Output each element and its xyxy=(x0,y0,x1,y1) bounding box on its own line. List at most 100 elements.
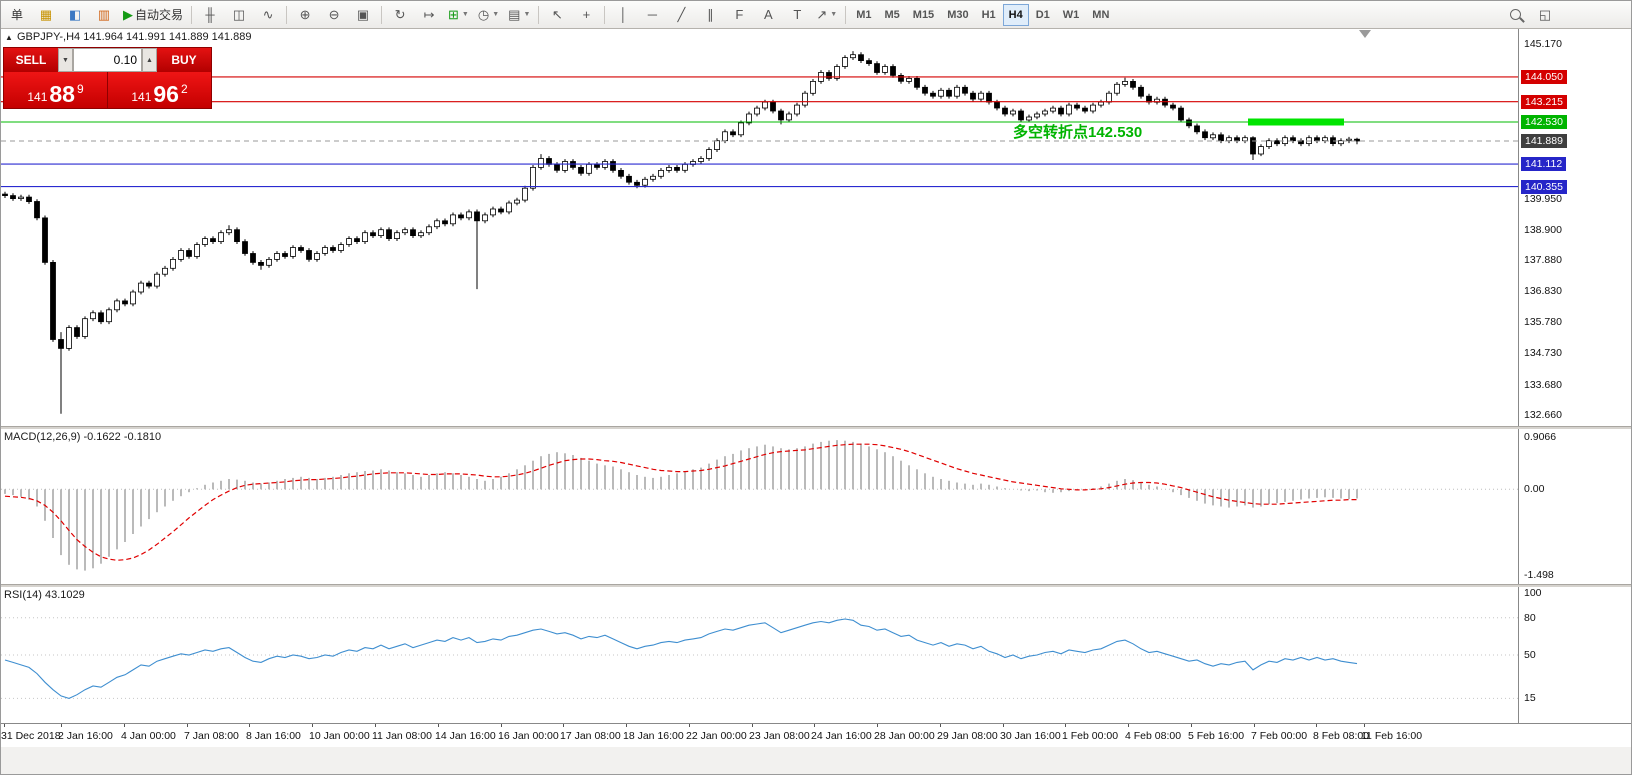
candlestick-chart-icon[interactable]: ◫ xyxy=(225,3,253,27)
trendline-icon[interactable]: ╱ xyxy=(667,3,695,27)
channel-icon[interactable]: ∥ xyxy=(696,3,724,27)
autotrading-button-glyph: ▶ xyxy=(123,7,133,22)
timeframe-m5-button[interactable]: M5 xyxy=(884,8,900,21)
bid-pip-digit: 9 xyxy=(76,82,84,96)
horizontal-line-icon[interactable]: ─ xyxy=(638,3,666,27)
new-chart-icon[interactable]: ▦ xyxy=(32,3,60,27)
text-label-icon-glyph: T xyxy=(793,7,802,22)
one-click-collapse-icon[interactable]: ▲ xyxy=(5,33,13,42)
time-axis-label: 18 Jan 16:00 xyxy=(623,730,684,742)
zoom-in-icon[interactable]: ⊕ xyxy=(291,3,319,27)
lot-decrease-button[interactable]: ▼ xyxy=(58,48,73,72)
line-chart-icon-glyph: ∿ xyxy=(262,7,274,22)
indicator-axis-label: -1.498 xyxy=(1524,569,1554,582)
arrows-icon[interactable]: ↗ ▼ xyxy=(812,3,841,27)
indicator-axis-label: 15 xyxy=(1524,692,1536,705)
time-axis-label: 7 Feb 00:00 xyxy=(1251,730,1308,742)
fibonacci-icon-glyph: F xyxy=(735,7,744,22)
time-axis-tick xyxy=(1191,724,1192,727)
sell-button[interactable]: SELL xyxy=(4,48,58,72)
time-axis-label: 5 Feb 16:00 xyxy=(1188,730,1245,742)
new-window-icon[interactable]: ◱ xyxy=(1531,3,1559,27)
candlestick-chart[interactable]: 多空转折点142.530 xyxy=(1,29,1518,426)
time-axis-tick xyxy=(312,724,313,727)
time-axis-label: 30 Jan 16:00 xyxy=(1000,730,1061,742)
timeframe-m15-button[interactable]: M15 xyxy=(912,8,935,21)
market-watch-icon-glyph: ▥ xyxy=(97,7,111,22)
time-axis-tick xyxy=(4,724,5,727)
time-axis-label: 7 Jan 08:00 xyxy=(184,730,239,742)
time-axis-label: 14 Jan 16:00 xyxy=(435,730,496,742)
macd-label: MACD(12,26,9) -0.1622 -0.1810 xyxy=(4,431,162,443)
ask-pip-digit: 2 xyxy=(180,82,188,96)
macd-chart[interactable] xyxy=(1,429,1518,584)
rsi-axis[interactable]: 100 80 50 15 xyxy=(1518,587,1631,723)
candlestick-chart-icon-glyph: ◫ xyxy=(232,7,246,22)
timeframe-d1-button[interactable]: D1 xyxy=(1035,8,1050,21)
market-watch-icon[interactable]: ▥ xyxy=(90,3,118,27)
timeframe-h1-button[interactable]: H1 xyxy=(981,8,996,21)
time-axis-label: 22 Jan 00:00 xyxy=(686,730,747,742)
fibonacci-icon[interactable]: F xyxy=(725,3,753,27)
search-icon[interactable] xyxy=(1501,3,1529,27)
autotrading-button[interactable]: ▶ 自动交易 xyxy=(119,3,187,27)
indicators-icon[interactable]: ⊞ ▼ xyxy=(444,3,473,27)
bar-chart-icon[interactable]: ╫ xyxy=(196,3,224,27)
indicator-axis-label: 50 xyxy=(1524,649,1536,661)
pane-separator[interactable] xyxy=(1,426,1631,429)
macd-pane[interactable]: MACD(12,26,9) -0.1622 -0.1810 xyxy=(1,429,1518,584)
timeframe-m1-button[interactable]: M1 xyxy=(856,8,872,21)
rsi-pane[interactable]: RSI(14) 43.1029 xyxy=(1,587,1518,723)
price-level-tag: 141.889 xyxy=(1521,134,1567,149)
tile-windows-icon[interactable]: ▣ xyxy=(349,3,377,27)
time-axis-tick xyxy=(501,724,502,727)
new-order-button[interactable]: 单 xyxy=(3,3,31,27)
trendline-icon-glyph: ╱ xyxy=(677,7,686,22)
chart-shift-icon[interactable]: ↦ xyxy=(415,3,443,27)
indicator-axis-label: 0.9066 xyxy=(1524,431,1557,444)
toolbar-separator xyxy=(845,5,847,24)
auto-scroll-icon[interactable]: ↻ xyxy=(386,3,414,27)
profiles-icon[interactable]: ◧ xyxy=(61,3,89,27)
price-level-tag: 140.355 xyxy=(1521,179,1567,194)
lot-size-input[interactable] xyxy=(73,48,142,72)
rsi-chart[interactable] xyxy=(1,587,1518,723)
time-axis-label: 16 Jan 00:00 xyxy=(498,730,559,742)
time-axis-tick xyxy=(752,724,753,727)
price-axis-label: 138.900 xyxy=(1524,223,1562,236)
templates-icon-glyph: ▤ xyxy=(508,7,521,22)
timeframe-w1-button[interactable]: W1 xyxy=(1062,8,1080,21)
vertical-line-icon[interactable]: │ xyxy=(609,3,637,27)
crosshair-icon[interactable]: + xyxy=(572,3,600,27)
buy-button[interactable]: BUY xyxy=(157,48,211,72)
price-axis-label: 134.730 xyxy=(1524,347,1562,360)
text-label-icon[interactable]: T xyxy=(783,3,811,27)
price-level-tag: 143.215 xyxy=(1521,94,1567,109)
crosshair-icon-glyph: + xyxy=(582,7,591,22)
dropdown-arrow-icon: ▼ xyxy=(461,11,469,18)
time-axis[interactable]: 31 Dec 2018 2 Jan 16:00 4 Jan 00:00 7 Jan 0… xyxy=(1,723,1631,747)
cursor-icon-glyph: ↖ xyxy=(551,7,563,22)
lot-increase-button[interactable]: ▲ xyxy=(142,48,157,72)
time-axis-label: 4 Jan 00:00 xyxy=(121,730,176,742)
zoom-out-icon[interactable]: ⊖ xyxy=(320,3,348,27)
price-axis-label: 136.830 xyxy=(1524,285,1562,298)
line-chart-icon[interactable]: ∿ xyxy=(254,3,282,27)
sell-price-button[interactable]: 141 88 9 xyxy=(4,72,107,108)
cursor-icon[interactable]: ↖ xyxy=(543,3,571,27)
periods-icon-glyph: ◷ xyxy=(477,7,490,22)
timeframe-mn-button[interactable]: MN xyxy=(1092,8,1110,21)
buy-price-button[interactable]: 141 96 2 xyxy=(108,72,211,108)
price-axis[interactable]: 145.170 139.950 138.900 137.880 136.830 135.7… xyxy=(1518,29,1631,426)
text-icon[interactable]: A xyxy=(754,3,782,27)
indicator-axis-label: 100 xyxy=(1524,587,1542,599)
pane-separator[interactable] xyxy=(1,584,1631,587)
timeframe-m30-button[interactable]: M30 xyxy=(947,8,969,21)
periods-icon[interactable]: ◷ ▼ xyxy=(474,3,503,27)
templates-icon[interactable]: ▤ ▼ xyxy=(504,3,534,27)
price-axis-label: 139.950 xyxy=(1524,192,1562,205)
main-chart-pane[interactable]: ▲ GBPJPY-,H4 141.964 141.991 141.889 141… xyxy=(1,29,1518,426)
bid-big-figure: 88 xyxy=(49,81,75,108)
macd-axis[interactable]: 0.9066 0.00 -1.498 xyxy=(1518,429,1631,584)
timeframe-h4-button[interactable]: H4 xyxy=(1002,3,1029,26)
